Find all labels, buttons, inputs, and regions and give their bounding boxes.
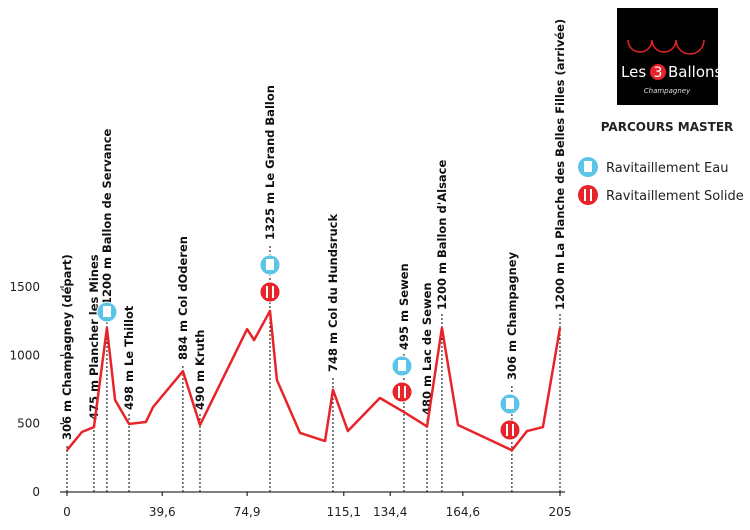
annotation-label: 475 m Plancher les Mines (87, 254, 101, 420)
annotation-label: 1200 m Ballon d'Alsace (435, 159, 449, 310)
annotation-label: 306 m Champagney (départ) (60, 254, 74, 440)
food-icon (499, 419, 521, 441)
food-cutlery (398, 386, 406, 398)
annotation-label: 1200 m La Planche des Belles Filles (arr… (553, 19, 567, 310)
annotation-label: 498 m Le Thillot (122, 305, 136, 410)
food-cutlery (266, 286, 274, 298)
food-icon (578, 185, 598, 205)
subtitle: PARCOURS MASTER (601, 120, 734, 134)
legend: Ravitaillement Eau Ravitaillement Solide (578, 157, 744, 205)
food-icon (259, 281, 281, 303)
x-tick-label: 134,4 (373, 505, 407, 519)
x-tick-label: 115,1 (327, 505, 361, 519)
water-cup (584, 161, 592, 172)
legend-label: Ravitaillement Solide (606, 189, 744, 204)
logo-dot (650, 64, 666, 80)
food-cutlery (584, 189, 592, 201)
x-tick-label: 74,9 (234, 505, 261, 519)
annotation-label: 884 m Col dOderen (176, 236, 190, 360)
x-tick-label: 0 (63, 505, 71, 519)
legend-label: Ravitaillement Eau (606, 161, 728, 176)
y-tick-label: 1500 (9, 280, 40, 294)
logo-title: Ballons (668, 63, 723, 81)
logo-arcs (627, 39, 705, 55)
water-cup (506, 398, 514, 409)
x-tick-label: 205 (549, 505, 572, 519)
annotation-label: 306 m Champagney (505, 251, 519, 380)
annotation-label: 495 m Sewen (397, 263, 411, 350)
y-tick-label: 500 (17, 417, 40, 431)
food-icon (391, 381, 413, 403)
x-tick-label: 39,6 (149, 505, 176, 519)
y-tick-label: 1000 (9, 348, 40, 362)
annotation-label: 1325 m Le Grand Ballon (263, 85, 277, 240)
logo: Les 3 Ballons Champagney (617, 8, 723, 105)
annotation-label: 748 m Col du Hundsruck (326, 214, 340, 372)
y-tick-label: 0 (32, 485, 40, 499)
logo-num: 3 (654, 65, 663, 81)
annotation-label: 480 m Lac de Sewen (420, 282, 434, 415)
food-cutlery (506, 424, 514, 436)
annotation-label: 1200 m Ballon de Servance (100, 128, 114, 305)
x-tick-label: 164,6 (446, 505, 480, 519)
logo-title: Les (621, 63, 646, 81)
annotation-label: 490 m Kruth (193, 330, 207, 410)
water-cup (266, 259, 274, 270)
elevation-line (66, 309, 562, 452)
water-cup (103, 306, 111, 317)
logo-bg (617, 8, 718, 105)
logo-place: Champagney (644, 87, 691, 95)
water-cup (398, 360, 406, 371)
